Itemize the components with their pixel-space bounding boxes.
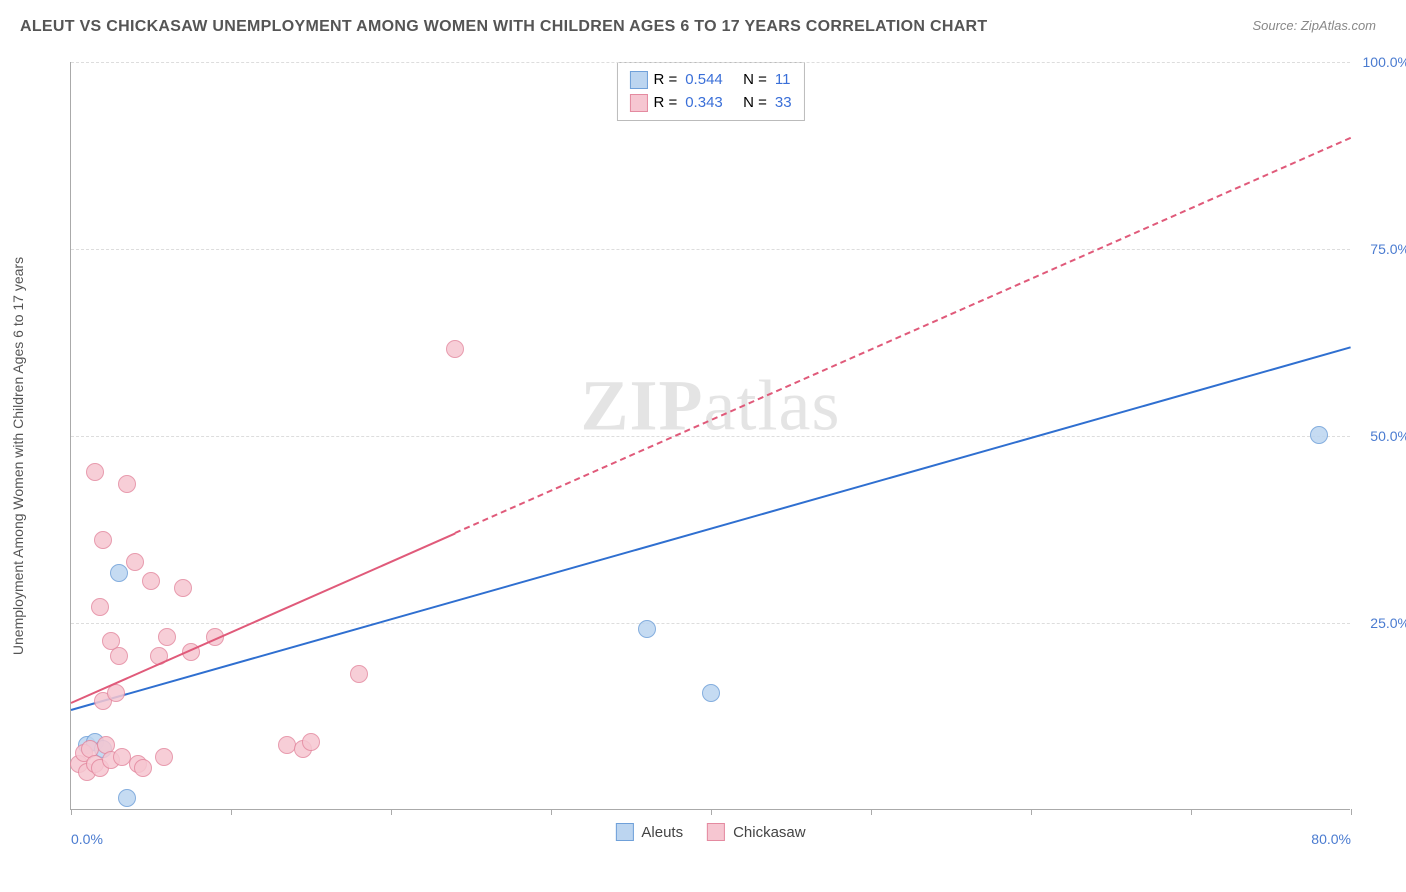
chart-header: ALEUT VS CHICKASAW UNEMPLOYMENT AMONG WO… — [0, 0, 1406, 44]
plot-area: ZIPatlas R = 0.544 N = 11 R = 0.343 N = … — [70, 62, 1350, 810]
scatter-point — [446, 340, 464, 358]
scatter-point — [174, 579, 192, 597]
scatter-point — [158, 628, 176, 646]
gridline — [71, 623, 1350, 624]
y-tick-label: 50.0% — [1370, 428, 1406, 444]
series-legend: Aleuts Chickasaw — [615, 823, 805, 841]
x-tick — [231, 809, 232, 815]
legend-swatch-icon — [707, 823, 725, 841]
x-tick-label: 0.0% — [71, 831, 103, 847]
scatter-point — [1310, 426, 1328, 444]
scatter-point — [91, 598, 109, 616]
scatter-point — [86, 463, 104, 481]
x-tick — [711, 809, 712, 815]
scatter-point — [118, 475, 136, 493]
gridline — [71, 249, 1350, 250]
gridline — [71, 62, 1350, 63]
legend-swatch-chickasaw — [629, 94, 647, 112]
x-tick — [871, 809, 872, 815]
legend-swatch-aleuts — [629, 71, 647, 89]
scatter-point — [155, 748, 173, 766]
watermark-text: ZIPatlas — [581, 364, 841, 447]
scatter-point — [702, 684, 720, 702]
scatter-point — [134, 759, 152, 777]
x-tick — [1031, 809, 1032, 815]
scatter-point — [278, 736, 296, 754]
trend-line — [71, 346, 1352, 711]
scatter-point — [118, 789, 136, 807]
scatter-point — [142, 572, 160, 590]
stats-legend: R = 0.544 N = 11 R = 0.343 N = 33 — [616, 62, 804, 121]
scatter-point — [302, 733, 320, 751]
source-attribution: Source: ZipAtlas.com — [1252, 18, 1376, 33]
stats-legend-row: R = 0.343 N = 33 — [629, 92, 791, 115]
scatter-point — [110, 564, 128, 582]
correlation-scatter-chart: Unemployment Among Women with Children A… — [48, 50, 1388, 845]
scatter-point — [638, 620, 656, 638]
scatter-point — [126, 553, 144, 571]
legend-item-aleuts: Aleuts — [615, 823, 683, 841]
scatter-point — [102, 632, 120, 650]
legend-item-chickasaw: Chickasaw — [707, 823, 806, 841]
stats-legend-row: R = 0.544 N = 11 — [629, 69, 791, 92]
y-tick-label: 75.0% — [1370, 241, 1406, 257]
x-tick — [1191, 809, 1192, 815]
x-tick — [71, 809, 72, 815]
legend-swatch-icon — [615, 823, 633, 841]
x-tick-label: 80.0% — [1311, 831, 1351, 847]
y-tick-label: 100.0% — [1363, 54, 1406, 70]
gridline — [71, 436, 1350, 437]
y-tick-label: 25.0% — [1370, 615, 1406, 631]
y-axis-label: Unemployment Among Women with Children A… — [10, 256, 26, 654]
scatter-point — [94, 531, 112, 549]
chart-title: ALEUT VS CHICKASAW UNEMPLOYMENT AMONG WO… — [20, 18, 988, 36]
x-tick — [391, 809, 392, 815]
scatter-point — [350, 665, 368, 683]
x-tick — [1351, 809, 1352, 815]
x-tick — [551, 809, 552, 815]
